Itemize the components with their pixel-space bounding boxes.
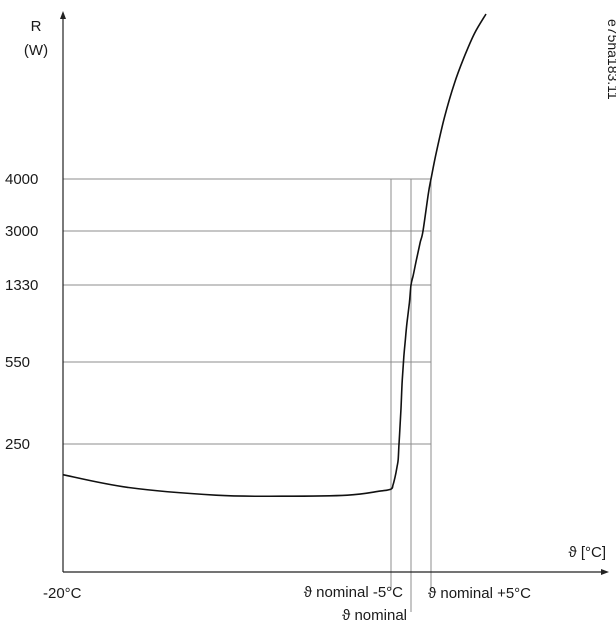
x-tick-label: ϑ nominal [342, 607, 407, 624]
x-tick-label: ϑ nominal +5°C [428, 585, 531, 602]
tick-labels: 250 550 1330 3000 4000 -20°C ϑ nominal -5°C ϑ n… [5, 171, 531, 624]
x-axis-arrow-icon [601, 569, 609, 575]
grid-lines [63, 178, 432, 612]
y-axis-arrow-icon [60, 11, 66, 19]
x-tick-label: -20°C [43, 585, 82, 602]
x-axis-label: ϑ [°C] [568, 544, 606, 561]
y-tick-label: 3000 [5, 223, 38, 240]
axes [60, 11, 609, 575]
y-tick-label: 4000 [5, 171, 38, 188]
series [62, 13, 487, 498]
figure-id: e75ha183.11 [605, 19, 616, 100]
y-tick-label: 1330 [5, 277, 38, 294]
y-tick-label: 550 [5, 354, 30, 371]
x-tick-label: ϑ nominal -5°C [304, 584, 403, 601]
y-axis-label-unit: (W) [24, 42, 48, 59]
resistance-curve [62, 13, 487, 498]
y-axis-label-symbol: R [31, 18, 42, 35]
y-tick-label: 250 [5, 436, 30, 453]
